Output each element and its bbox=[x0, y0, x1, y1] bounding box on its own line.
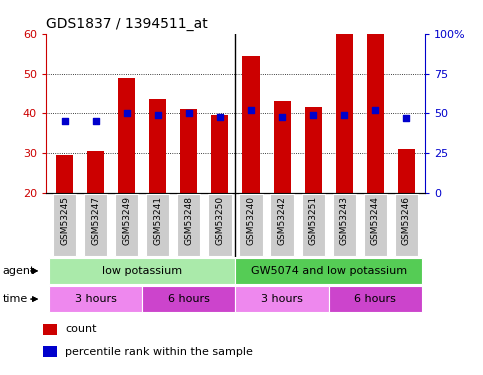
Point bbox=[278, 114, 286, 120]
Point bbox=[309, 112, 317, 118]
FancyBboxPatch shape bbox=[177, 194, 200, 256]
Point bbox=[341, 112, 348, 118]
Bar bbox=[87, 151, 104, 193]
Bar bbox=[43, 346, 57, 357]
Text: percentile rank within the sample: percentile rank within the sample bbox=[65, 347, 253, 357]
FancyBboxPatch shape bbox=[53, 194, 76, 256]
Text: GSM53248: GSM53248 bbox=[185, 196, 193, 244]
Text: GSM53241: GSM53241 bbox=[153, 196, 162, 244]
Text: low potassium: low potassium bbox=[102, 266, 182, 276]
FancyBboxPatch shape bbox=[329, 286, 422, 312]
Point bbox=[123, 110, 130, 116]
Bar bbox=[273, 102, 291, 193]
Point bbox=[185, 110, 193, 116]
Text: GSM53247: GSM53247 bbox=[91, 196, 100, 244]
Bar bbox=[212, 116, 228, 193]
Text: GSM53246: GSM53246 bbox=[402, 196, 411, 244]
Point bbox=[92, 118, 99, 124]
FancyBboxPatch shape bbox=[146, 194, 170, 256]
Bar bbox=[242, 56, 259, 193]
Text: GSM53250: GSM53250 bbox=[215, 196, 225, 245]
FancyBboxPatch shape bbox=[208, 194, 231, 256]
FancyBboxPatch shape bbox=[364, 194, 387, 256]
Text: 3 hours: 3 hours bbox=[261, 294, 303, 304]
Text: time: time bbox=[2, 294, 28, 304]
FancyBboxPatch shape bbox=[49, 258, 236, 284]
Text: count: count bbox=[65, 324, 97, 334]
Point bbox=[61, 118, 69, 124]
Bar bbox=[149, 99, 166, 193]
FancyBboxPatch shape bbox=[236, 258, 422, 284]
Point bbox=[154, 112, 162, 118]
FancyBboxPatch shape bbox=[236, 286, 329, 312]
Point bbox=[371, 107, 379, 113]
Bar bbox=[118, 78, 135, 193]
Bar bbox=[305, 108, 322, 193]
Text: 6 hours: 6 hours bbox=[168, 294, 210, 304]
Text: 3 hours: 3 hours bbox=[75, 294, 116, 304]
FancyBboxPatch shape bbox=[84, 194, 107, 256]
Bar bbox=[180, 110, 198, 193]
Bar bbox=[398, 149, 415, 193]
FancyBboxPatch shape bbox=[240, 194, 263, 256]
Bar bbox=[367, 32, 384, 193]
Bar bbox=[56, 155, 73, 193]
Text: GW5074 and low potassium: GW5074 and low potassium bbox=[251, 266, 407, 276]
FancyBboxPatch shape bbox=[49, 286, 142, 312]
FancyBboxPatch shape bbox=[333, 194, 356, 256]
Bar bbox=[336, 34, 353, 193]
FancyBboxPatch shape bbox=[115, 194, 138, 256]
Text: GSM53240: GSM53240 bbox=[246, 196, 256, 244]
Text: GDS1837 / 1394511_at: GDS1837 / 1394511_at bbox=[46, 17, 208, 32]
Point bbox=[402, 115, 410, 121]
Point bbox=[247, 107, 255, 113]
FancyBboxPatch shape bbox=[301, 194, 325, 256]
FancyBboxPatch shape bbox=[395, 194, 418, 256]
FancyBboxPatch shape bbox=[142, 286, 236, 312]
Text: GSM53244: GSM53244 bbox=[371, 196, 380, 244]
FancyBboxPatch shape bbox=[270, 194, 294, 256]
Text: GSM53249: GSM53249 bbox=[122, 196, 131, 244]
Point bbox=[216, 114, 224, 120]
Text: agent: agent bbox=[2, 266, 35, 276]
Text: GSM53243: GSM53243 bbox=[340, 196, 349, 244]
Text: 6 hours: 6 hours bbox=[355, 294, 396, 304]
Text: GSM53245: GSM53245 bbox=[60, 196, 69, 244]
Text: GSM53251: GSM53251 bbox=[309, 196, 318, 245]
Bar bbox=[43, 324, 57, 335]
Text: GSM53242: GSM53242 bbox=[278, 196, 286, 244]
